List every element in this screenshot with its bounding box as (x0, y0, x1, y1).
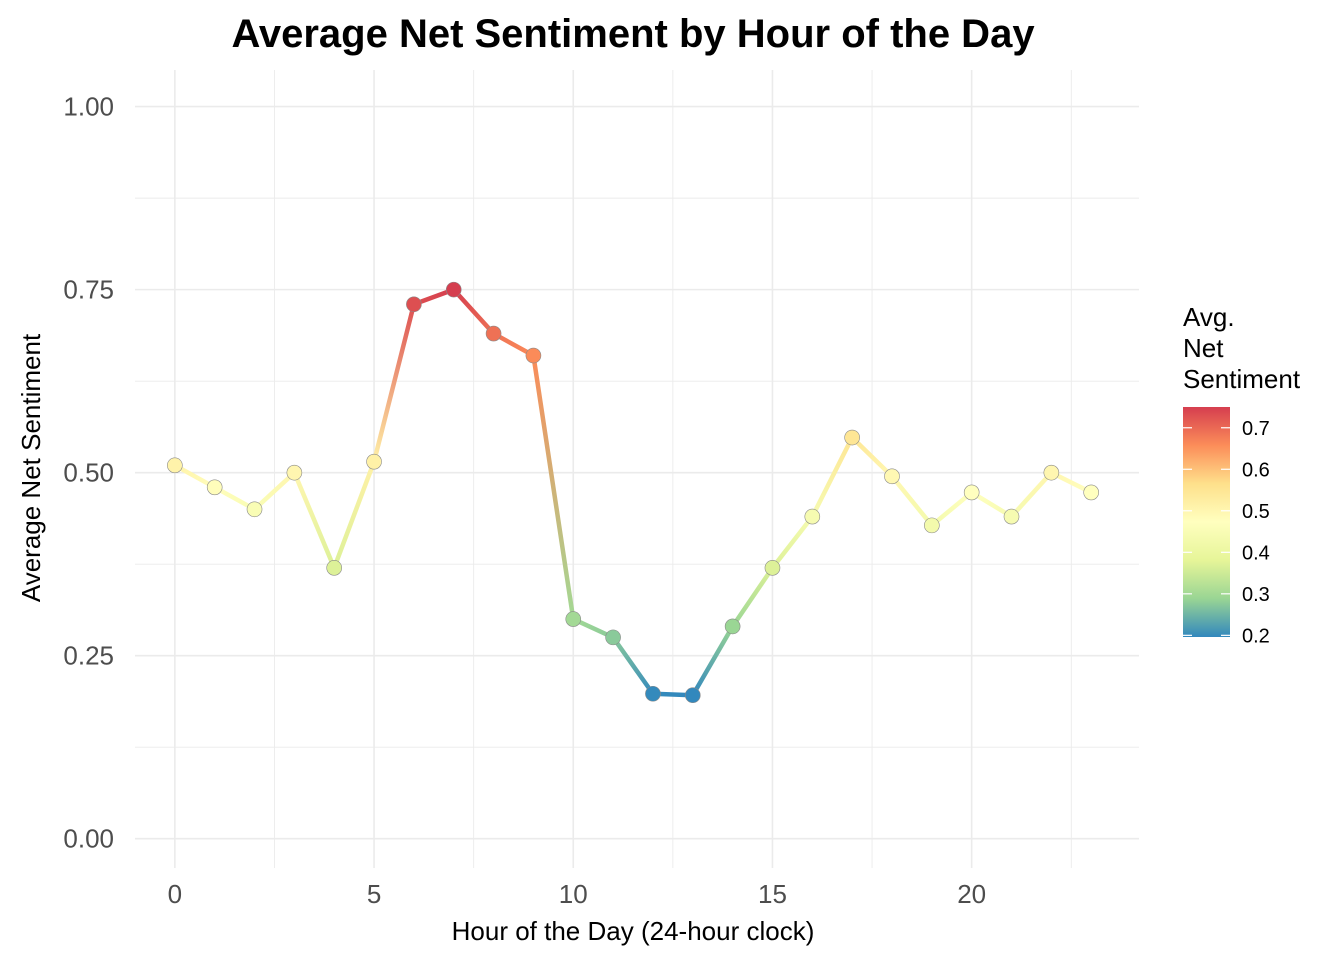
sentiment-points (167, 281, 1099, 704)
legend-tick-label: 0.2 (1242, 625, 1270, 647)
line-segment (889, 474, 935, 528)
legend-tick-label: 0.7 (1242, 418, 1270, 440)
data-point (924, 517, 940, 534)
data-point (1003, 508, 1020, 525)
data-point (724, 618, 741, 635)
line-segment (1009, 470, 1054, 519)
data-point (366, 453, 382, 470)
x-tick-label: 20 (957, 879, 986, 909)
legend-ticks: 0.2 0.3 0.4 0.5 0.6 0.7 (1183, 418, 1270, 647)
data-point (525, 347, 542, 364)
x-tick-label: 0 (168, 879, 182, 909)
data-point (485, 325, 502, 342)
data-point (565, 611, 582, 627)
y-tick-label: 0.50 (63, 458, 114, 488)
legend-tick-label: 0.6 (1242, 459, 1270, 481)
y-axis-title: Average Net Sentiment (16, 333, 46, 602)
data-point (445, 281, 462, 298)
data-point (1043, 464, 1060, 481)
data-point (246, 501, 263, 518)
data-point (605, 629, 621, 646)
line-segment (690, 624, 735, 698)
data-point (286, 464, 303, 481)
y-axis: 0.00 0.25 0.50 0.75 1.00 (63, 92, 114, 854)
x-tick-label: 5 (367, 879, 381, 909)
x-tick-label: 15 (758, 879, 787, 909)
data-point (963, 484, 980, 501)
x-axis: 0 5 10 15 20 (168, 879, 987, 909)
line-segment (770, 514, 815, 571)
legend-title-line-2: Net (1183, 333, 1224, 363)
data-point (645, 685, 661, 702)
legend-tick-label: 0.4 (1242, 542, 1270, 564)
y-tick-label: 0.00 (63, 824, 114, 854)
legend-tick-label: 0.5 (1242, 501, 1270, 523)
line-segment (252, 470, 297, 512)
grid (135, 70, 1139, 868)
data-point (406, 296, 422, 313)
sentiment-line (172, 287, 1094, 698)
legend-title-line-1: Avg. (1183, 302, 1235, 332)
legend-title-line-3: Sentiment (1183, 364, 1301, 394)
legend-tick-label: 0.3 (1242, 584, 1270, 606)
data-point (206, 479, 223, 496)
data-point (764, 560, 781, 576)
line-segment (531, 353, 576, 622)
chart-title: Average Net Sentiment by Hour of the Day (231, 12, 1035, 56)
legend-colorbar (1183, 407, 1230, 637)
line-segment (292, 470, 337, 571)
y-tick-label: 0.75 (63, 275, 114, 305)
data-point (1083, 484, 1099, 501)
x-tick-label: 10 (559, 879, 588, 909)
color-legend: Avg. Net Sentiment 0.2 0.3 0.4 0.5 0.6 0.7 (1183, 302, 1301, 647)
line-segment (849, 435, 895, 479)
y-tick-label: 1.00 (63, 92, 114, 122)
y-tick-label: 0.25 (63, 641, 114, 671)
line-segment (730, 565, 775, 629)
data-point (326, 560, 343, 576)
line-segment (610, 635, 656, 697)
data-point (167, 457, 183, 474)
data-point (804, 508, 821, 525)
line-segment (371, 302, 417, 464)
data-point (884, 468, 900, 485)
data-point (844, 429, 860, 446)
line-segment (810, 435, 855, 519)
x-axis-title: Hour of the Day (24-hour clock) (452, 916, 815, 946)
line-segment (929, 490, 974, 528)
line-segment (451, 287, 496, 336)
line-segment (331, 459, 377, 571)
data-point (684, 687, 701, 704)
